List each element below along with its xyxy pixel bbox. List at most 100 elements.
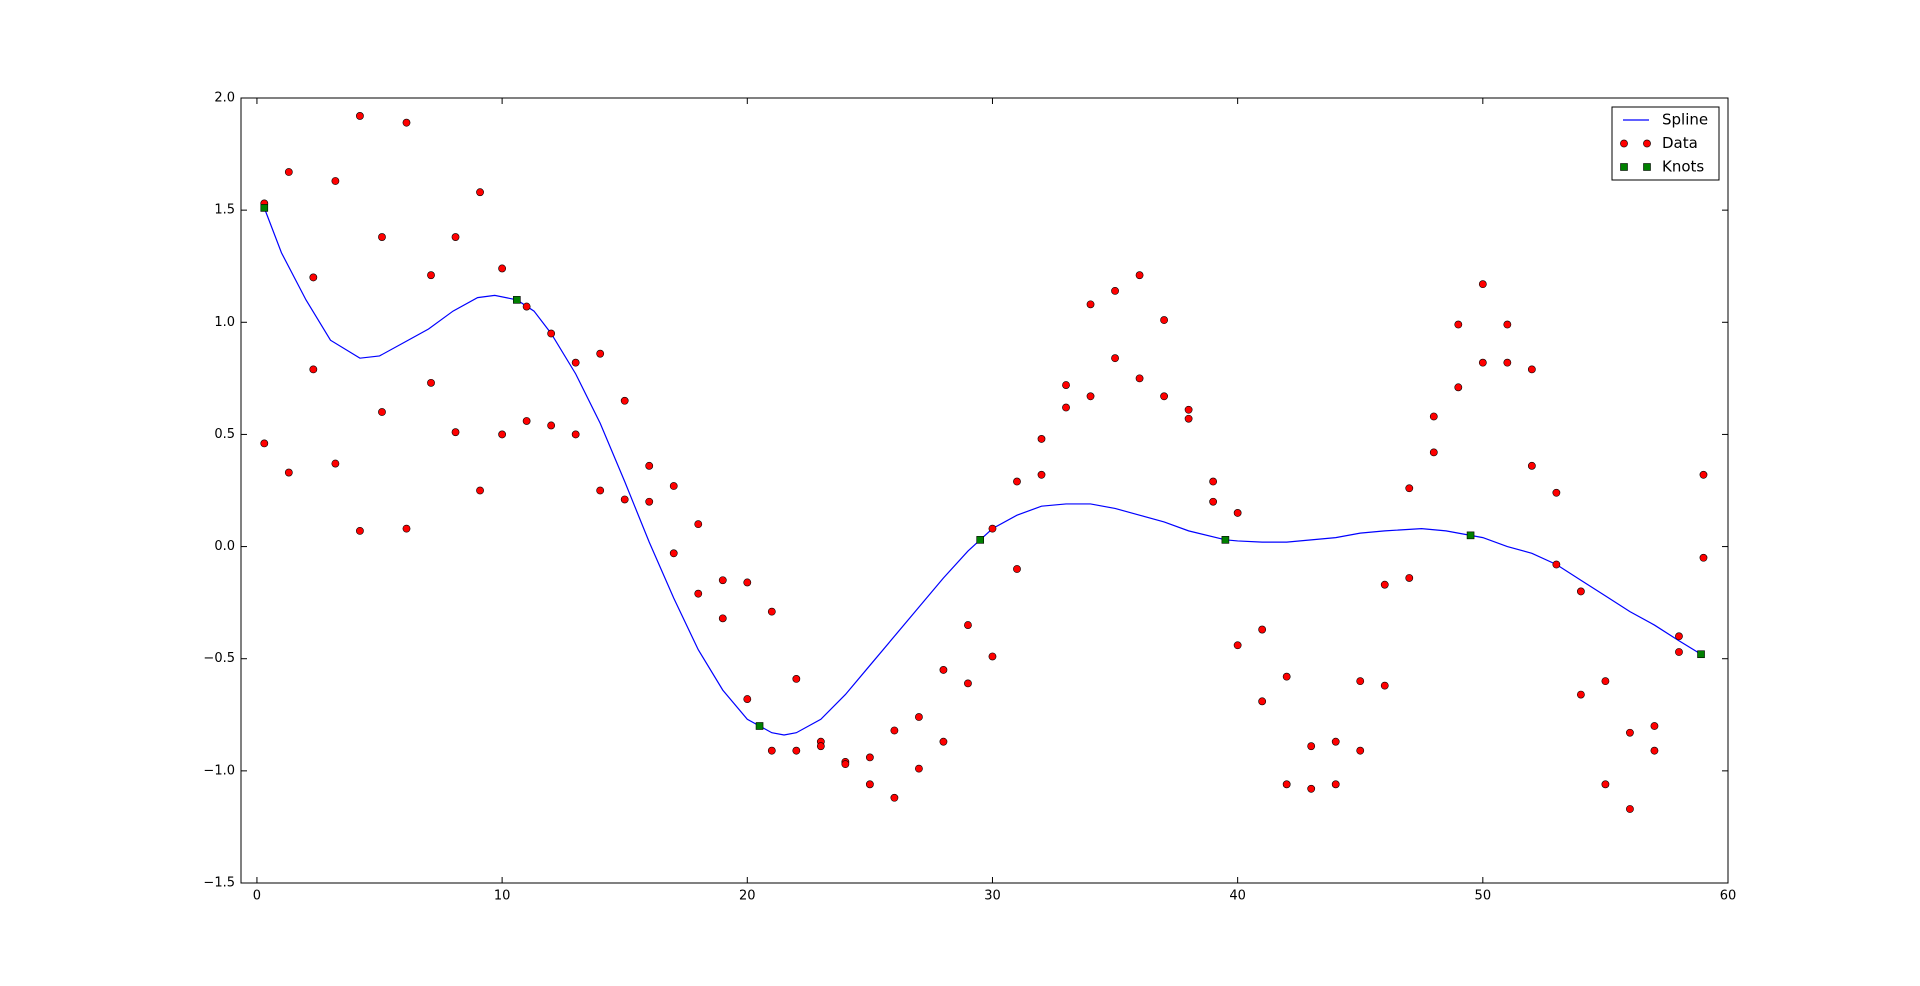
- data-point: [767, 746, 776, 755]
- x-tick-label: 30: [984, 889, 1001, 904]
- data-point: [1013, 565, 1021, 573]
- data-point: [402, 524, 411, 533]
- legend-label: Spline: [1662, 111, 1708, 129]
- data-point: [890, 726, 899, 735]
- data-point: [620, 495, 629, 504]
- data-point: [1527, 365, 1536, 374]
- data-point: [260, 439, 269, 448]
- data-point: [571, 430, 580, 439]
- data-point: [498, 430, 507, 439]
- data-point: [1184, 414, 1193, 423]
- data-point: [1307, 784, 1316, 793]
- data-point: [522, 302, 531, 311]
- data-point: [378, 408, 386, 416]
- data-point: [1626, 805, 1634, 813]
- data-point: [1331, 737, 1340, 746]
- data-point: [547, 421, 556, 430]
- data-point: [571, 358, 580, 367]
- data-point: [1160, 392, 1168, 401]
- data-point: [1552, 560, 1561, 569]
- data-point: [816, 742, 825, 751]
- data-point: [476, 188, 484, 197]
- data-point: [1111, 354, 1119, 363]
- data-point: [1135, 271, 1144, 280]
- data-point: [1062, 403, 1070, 412]
- x-tick-label: 40: [1229, 889, 1246, 904]
- data-point: [1135, 374, 1144, 383]
- data-point: [645, 497, 654, 506]
- data-point: [1282, 672, 1291, 681]
- data-point: [939, 737, 948, 746]
- data-point: [596, 486, 605, 495]
- data-point: [1454, 320, 1463, 329]
- data-point: [865, 753, 874, 762]
- data-point: [1503, 320, 1512, 329]
- data-point: [915, 713, 923, 721]
- legend-marker: [1620, 139, 1628, 148]
- data-point: [1086, 392, 1095, 401]
- data-point: [1356, 746, 1365, 755]
- data-point: [331, 177, 340, 185]
- data-point: [1626, 728, 1634, 737]
- data-point: [1380, 580, 1389, 589]
- knot-point: [260, 204, 269, 212]
- data-point: [1233, 641, 1242, 650]
- legend-box: [1611, 106, 1720, 181]
- data-point: [1527, 461, 1536, 470]
- data-point: [988, 652, 997, 661]
- data-point: [718, 614, 727, 623]
- x-tick-label: 20: [739, 889, 756, 904]
- data-point: [1601, 780, 1610, 789]
- data-point: [1576, 587, 1585, 596]
- y-tick-label: 0.0: [214, 539, 235, 554]
- x-tick-label: 10: [494, 889, 511, 904]
- data-point: [792, 746, 801, 755]
- x-tick-label: 60: [1720, 889, 1737, 904]
- data-point: [1650, 746, 1659, 755]
- data-point: [1160, 316, 1168, 324]
- legend-marker: [1643, 139, 1651, 148]
- data-point: [1405, 574, 1414, 582]
- data-point: [669, 549, 678, 558]
- data-point: [1552, 488, 1561, 497]
- data-point: [1478, 358, 1487, 367]
- data-point: [1675, 648, 1683, 656]
- data-point: [498, 264, 507, 273]
- data-point: [1037, 470, 1046, 479]
- y-tick-label: −1.0: [203, 763, 235, 778]
- data-point: [669, 482, 678, 490]
- data-point: [451, 233, 460, 241]
- x-tick-label: 50: [1475, 889, 1492, 904]
- knot-point: [1697, 650, 1705, 659]
- data-point: [427, 378, 435, 387]
- data-point: [1258, 697, 1267, 706]
- data-point: [1037, 435, 1046, 443]
- data-point: [1405, 484, 1414, 493]
- y-tick-label: −1.5: [203, 876, 235, 891]
- data-point: [1675, 632, 1683, 641]
- data-point: [1258, 625, 1267, 634]
- data-point: [547, 329, 556, 338]
- data-point: [522, 417, 531, 425]
- knot-point: [755, 722, 764, 730]
- data-point: [1356, 677, 1365, 686]
- data-point: [1650, 722, 1659, 730]
- data-point: [964, 679, 972, 688]
- legend-label: Knots: [1662, 158, 1704, 176]
- plot-frame: [240, 97, 1729, 884]
- data-point: [1601, 677, 1610, 686]
- data-point: [1184, 405, 1193, 414]
- data-point: [427, 271, 435, 280]
- legend: Spline Data Knots: [1611, 106, 1720, 181]
- data-point: [356, 112, 364, 120]
- data-point: [356, 526, 364, 535]
- data-point: [1111, 286, 1119, 295]
- data-point: [309, 273, 318, 282]
- data-point: [1013, 477, 1021, 486]
- data-point: [1062, 381, 1070, 389]
- data-point: [1282, 780, 1291, 789]
- data-point: [939, 666, 948, 674]
- data-point: [841, 760, 850, 769]
- data-point: [284, 468, 293, 477]
